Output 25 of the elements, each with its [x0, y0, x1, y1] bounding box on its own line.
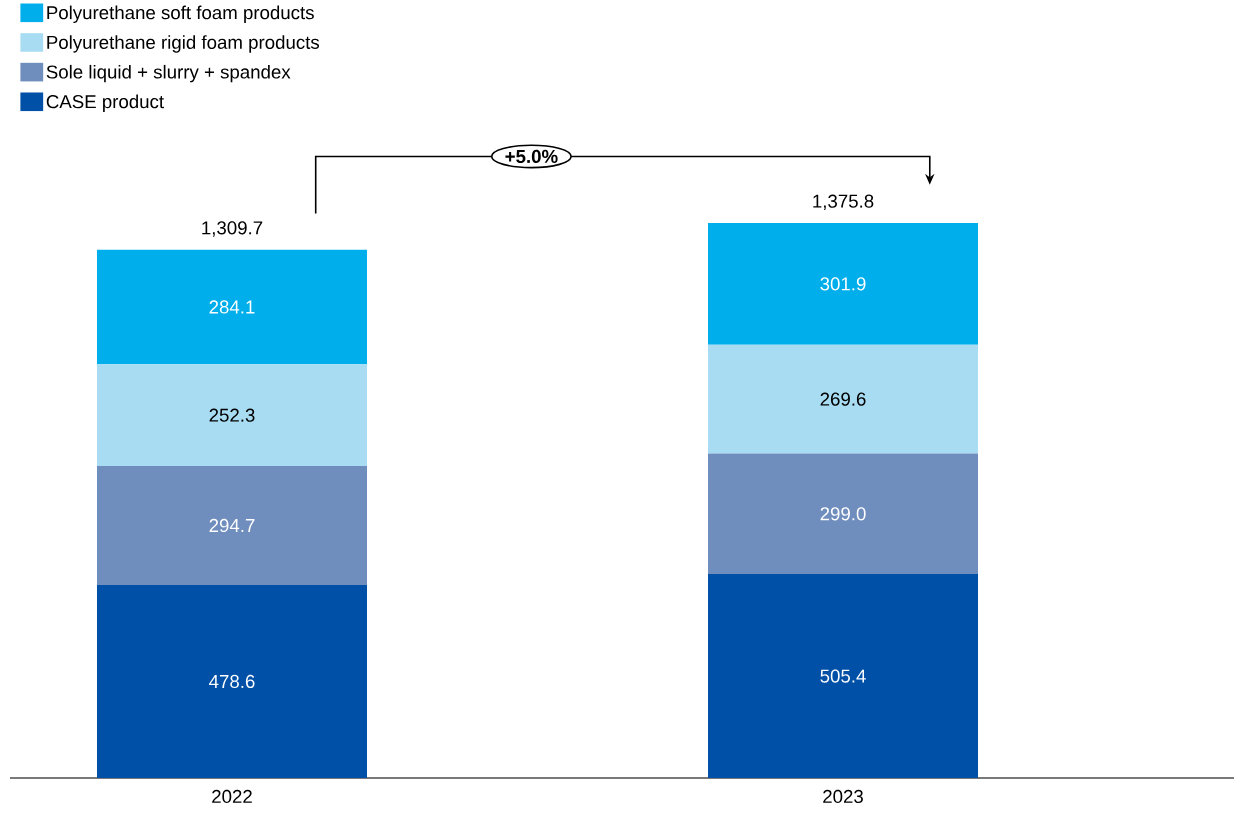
legend-label: Polyurethane rigid foam products [47, 35, 320, 53]
data-label: 505.4 [820, 669, 866, 683]
legend-label: CASE product [46, 94, 164, 112]
bar [708, 222, 979, 345]
data-label: 301.9 [820, 277, 866, 291]
legend-label: Polyurethane soft foam products [47, 5, 314, 23]
bar [708, 344, 979, 454]
bar [97, 466, 367, 585]
data-label: 284.1 [209, 300, 255, 314]
total-label: 1,375.8 [813, 194, 874, 210]
data-label: 299.0 [820, 507, 866, 521]
bar [708, 574, 979, 778]
bar [97, 364, 367, 467]
x-tick-label: 2023 [823, 789, 863, 804]
total-label: 1,309.7 [202, 221, 263, 237]
data-label: 294.7 [209, 518, 255, 533]
bar [97, 249, 367, 365]
legend-label: Sole liquid + slurry + spandex [46, 64, 291, 83]
data-label: 478.6 [209, 674, 255, 689]
x-tick-label: 2022 [212, 789, 252, 804]
data-label: 269.6 [820, 392, 866, 406]
bar [97, 584, 367, 778]
bar [708, 453, 979, 575]
data-label: 252.3 [209, 408, 255, 422]
text: +5.0% [505, 149, 558, 164]
